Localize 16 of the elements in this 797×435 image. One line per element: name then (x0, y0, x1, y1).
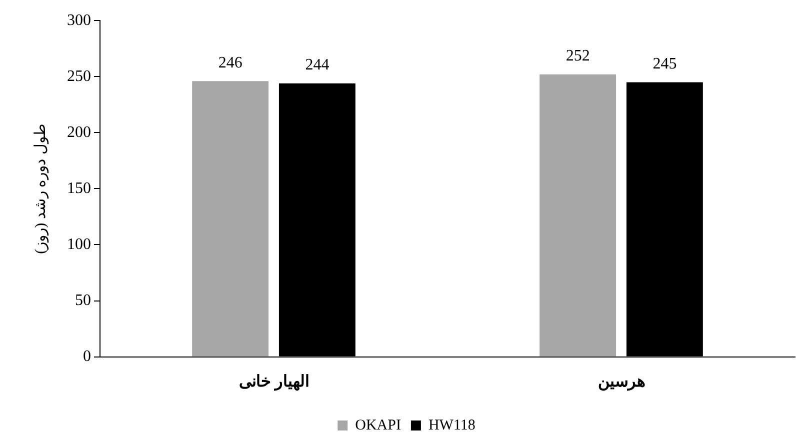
y-axis-title: طول دوره رشد (روز) (32, 124, 49, 254)
legend-label: HW118 (428, 417, 476, 434)
y-tick-label: 50 (75, 292, 91, 309)
x-tick-label: هرسین (598, 374, 645, 392)
data-label: 245 (652, 55, 677, 72)
y-tick-label: 200 (67, 124, 91, 141)
data-label: 252 (566, 48, 590, 65)
y-tick-label: 250 (67, 68, 91, 85)
y-tick-label: 0 (83, 348, 91, 366)
data-label: 244 (305, 56, 330, 74)
y-tick-label: 150 (67, 180, 91, 197)
y-tick-label: 100 (67, 236, 91, 253)
data-label: 246 (218, 54, 242, 72)
x-tick-label: الهیار خانی (238, 374, 309, 392)
legend-label: OKAPI (355, 417, 401, 434)
y-tick-label: 300 (67, 12, 91, 29)
